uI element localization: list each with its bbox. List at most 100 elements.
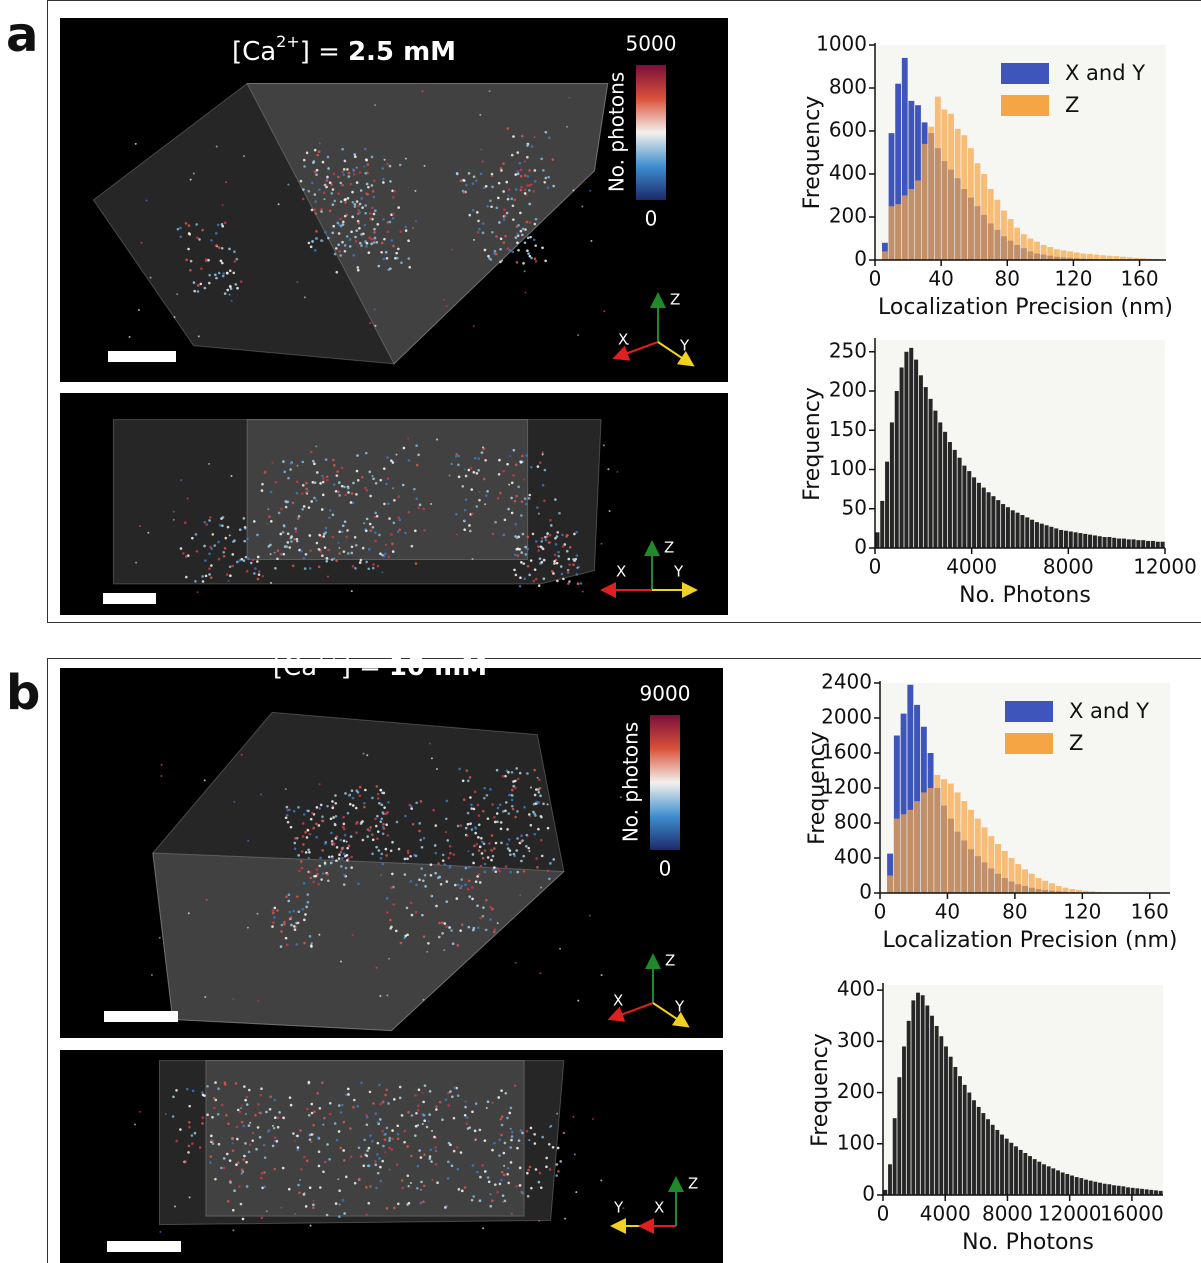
histogram-bar (1154, 1190, 1158, 1195)
localization-point (322, 191, 326, 195)
localization-point (403, 1140, 406, 1144)
localization-point (265, 1110, 268, 1114)
localization-point (361, 838, 365, 842)
localization-point (471, 853, 475, 856)
localization-point (176, 293, 179, 296)
localization-point (337, 490, 340, 494)
axis-y-label: Y (613, 1199, 624, 1217)
localization-point (236, 560, 239, 564)
localization-point (491, 1199, 494, 1203)
localization-point (496, 820, 499, 824)
histogram-bar (1001, 210, 1007, 260)
localization-point (522, 869, 526, 873)
localization-point (358, 171, 362, 174)
localization-point (228, 565, 232, 569)
localization-point (195, 236, 199, 239)
localization-point (275, 1139, 279, 1143)
localization-point (292, 537, 296, 541)
localization-point (395, 1163, 399, 1166)
localization-point (327, 879, 330, 883)
cell-volume (205, 1060, 525, 1217)
localization-point (493, 249, 497, 253)
histogram-bar (974, 818, 981, 893)
localization-point (520, 500, 524, 503)
localization-point (408, 265, 412, 269)
localization-point (294, 529, 298, 533)
localization-point (199, 282, 203, 286)
localization-point (445, 799, 449, 803)
localization-point (538, 562, 542, 565)
localization-point (322, 477, 325, 480)
localization-point (351, 804, 355, 807)
localization-point (308, 567, 312, 570)
localization-point (314, 212, 318, 215)
localization-point (328, 1158, 331, 1161)
localization-point (445, 900, 449, 903)
histogram-bar (1039, 523, 1044, 548)
histogram-bar (1112, 537, 1117, 548)
localization-point (523, 497, 527, 500)
localization-point (210, 239, 213, 242)
localization-point (384, 250, 388, 254)
localization-point (434, 851, 438, 855)
localization-point (401, 1186, 404, 1190)
localization-point (284, 788, 287, 791)
localization-point (277, 511, 281, 515)
localization-point (201, 580, 205, 583)
histogram-bar (1030, 519, 1035, 548)
localization-point (521, 532, 525, 536)
localization-point (318, 864, 322, 868)
localization-point (364, 204, 368, 207)
localization-point (370, 155, 374, 159)
histogram-bar (1055, 886, 1062, 893)
localization-point (406, 1203, 409, 1206)
localization-point (365, 560, 368, 564)
localization-point (208, 273, 211, 277)
localization-point (327, 548, 331, 552)
localization-point (493, 847, 496, 850)
localization-point (303, 918, 306, 922)
localization-point (351, 933, 354, 936)
localization-point (351, 215, 355, 219)
localization-point (379, 478, 383, 482)
localization-point (439, 882, 443, 886)
localization-point (404, 157, 407, 160)
localization-point (422, 998, 425, 1001)
histogram-bar (972, 1100, 976, 1195)
localization-point (222, 272, 226, 275)
localization-point (581, 205, 584, 208)
localization-point (150, 973, 153, 976)
localization-point (559, 565, 563, 568)
histogram-bar (921, 143, 928, 260)
localization-point (214, 1177, 217, 1181)
localization-point (312, 160, 316, 163)
histogram-bar (967, 148, 974, 260)
localization-point (342, 827, 346, 831)
localization-point (345, 859, 349, 862)
localization-point (173, 316, 176, 319)
localization-point (543, 535, 547, 539)
localization-point (452, 1149, 456, 1153)
localization-point (371, 475, 374, 478)
localization-point (456, 1094, 460, 1097)
localization-point (501, 774, 505, 778)
localization-point (295, 491, 299, 495)
x-axis-label: No. Photons (962, 1230, 1094, 1255)
localization-point (436, 1181, 439, 1185)
localization-point (538, 557, 542, 560)
localization-point (331, 188, 335, 191)
localization-point (508, 793, 511, 797)
localization-point (383, 158, 386, 161)
axis-y-label: Y (673, 563, 684, 581)
localization-point (481, 856, 485, 860)
localization-point (438, 875, 442, 879)
localization-point (385, 1126, 389, 1130)
localization-point (447, 1160, 450, 1164)
localization-point (295, 921, 298, 925)
localization-point (203, 779, 206, 782)
histogram-bar (986, 1119, 990, 1195)
localization-point (380, 803, 384, 807)
localization-point (367, 251, 371, 255)
localization-point (386, 456, 389, 459)
localization-point (506, 197, 510, 201)
